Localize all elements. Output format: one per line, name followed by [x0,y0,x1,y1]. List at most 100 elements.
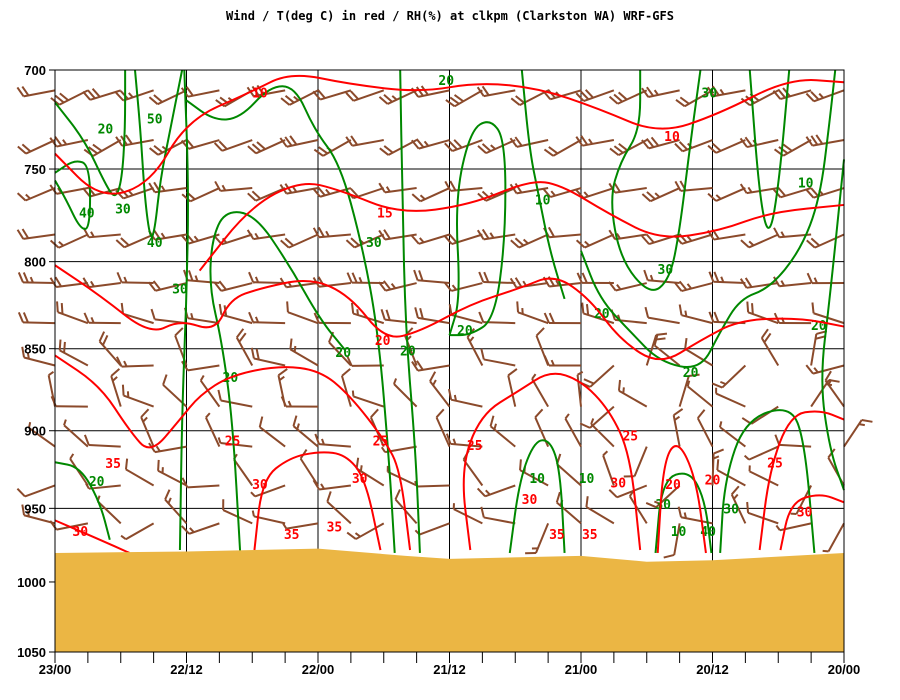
barb-feather [190,312,194,320]
barb-feather [115,91,125,102]
barb-staff [618,139,648,157]
barb-staff [255,139,286,155]
wind-barb [542,187,582,198]
barb-feather [279,137,288,148]
barb-feather [54,276,62,287]
barb-staff [715,139,746,154]
barb-staff [531,378,549,408]
barb-feather [54,136,63,147]
barb-feather [609,147,620,156]
barb-feather [575,239,586,249]
rh-contour-label: 50 [147,112,163,127]
wind-barb [148,181,187,194]
barb-staff [633,446,648,477]
barb-feather [21,504,26,516]
barb-feather [613,145,624,154]
barb-staff [450,187,483,192]
barb-feather [858,423,865,427]
barb-feather [356,309,359,316]
wind-barb [124,458,155,487]
barb-feather [510,239,520,249]
plot-frame [54,69,845,653]
barb-feather [773,227,781,238]
barb-feather [489,415,495,427]
barb-feather [293,345,297,352]
barb-staff [123,233,155,249]
chart-title: Wind / T(deg C) in red / RH(%) at clkpm … [226,9,674,23]
wind-barb [743,445,779,461]
wind-barb [110,368,122,407]
barb-feather [805,364,814,375]
barb-feather [29,276,34,284]
barb-feather [58,240,64,247]
wind-barb [279,135,319,148]
barb-staff [123,187,154,200]
barb-staff [653,344,681,367]
wind-barb [543,355,582,367]
wind-barb [715,387,746,408]
barb-staff [221,313,253,325]
temperature-contour-label: 30 [610,476,626,491]
barb-staff [22,321,56,325]
barb-feather [123,276,128,283]
barb-staff [417,279,450,285]
wind-barb [213,233,253,246]
barb-feather [188,270,194,282]
barb-staff [25,139,56,155]
rh-contour-label: 10 [535,193,551,208]
wind-barb [17,311,56,325]
barb-feather [248,311,255,323]
barb-staff [385,282,417,292]
temperature-contours: 10 10 15 20 25 25 25 25 25 30 30 30 30 30 30 35 35 35 35 35… [54,74,845,554]
barb-feather [254,276,260,283]
wind-barb [250,347,286,367]
barb-staff [647,279,680,285]
barb-feather [602,450,609,457]
barb-feather [58,339,62,351]
barb-feather [453,139,463,149]
temperature-contour-label: 25 [225,434,241,449]
barb-feather [777,88,786,99]
temperature-contour-line [54,264,845,361]
barb-feather [813,367,819,373]
rh-contour-line [821,159,845,491]
barb-feather [350,302,355,314]
barb-feather [481,143,492,152]
barb-feather [688,373,700,377]
barb-staff [419,187,450,203]
temperature-contour-label: 20 [705,474,721,489]
wind-barb [509,136,549,148]
barb-staff [716,469,746,487]
barb-staff [678,375,690,407]
barb-staff [549,282,582,288]
barb-staff [681,233,713,245]
barb-staff [187,89,220,98]
barb-feather [277,368,288,377]
barb-staff [188,139,220,150]
wind-barb [345,135,384,147]
x-tick-label: 22/12 [170,662,203,677]
barb-feather [314,433,320,445]
barb-feather [453,94,464,103]
rh-contour-line [54,160,92,231]
wind-barb [478,271,516,285]
wind-barb [525,522,550,555]
barb-staff [23,89,56,98]
barb-feather [189,527,195,533]
barb-feather [152,280,162,291]
wind-barb [480,506,516,525]
barb-feather [383,145,394,154]
barb-feather [123,360,128,367]
barb-feather [444,180,452,192]
barb-feather [449,96,460,105]
rh-contour-label: 20 [438,74,454,89]
barb-feather [121,384,125,396]
wind-barb [444,180,483,192]
barb-staff [418,233,450,245]
barb-feather [69,453,75,460]
temperature-contour-label: 25 [467,439,483,454]
barb-feather [564,413,570,420]
barb-feather [548,146,559,155]
barb-feather [251,85,260,96]
